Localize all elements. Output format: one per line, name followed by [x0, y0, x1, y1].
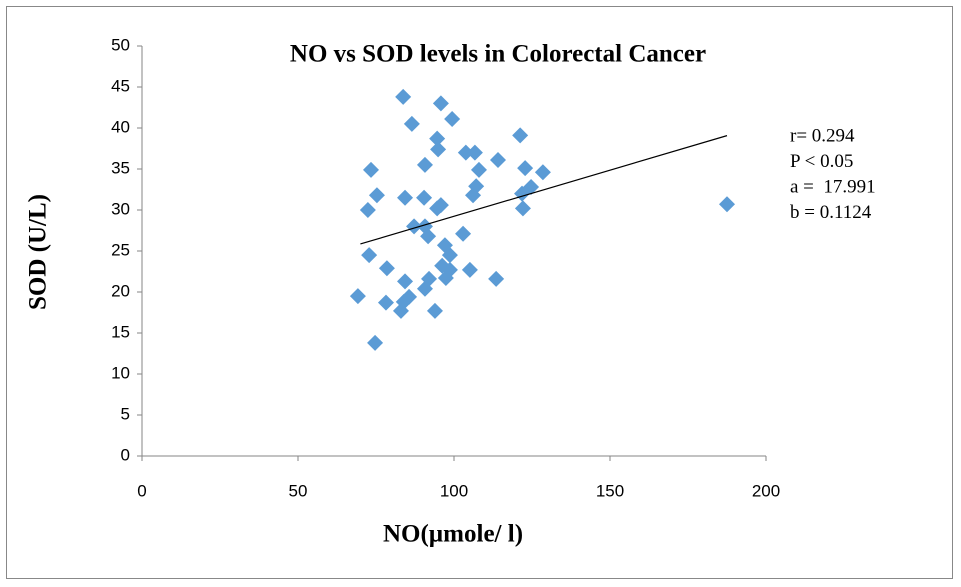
point: [368, 187, 385, 204]
annotation: a = 17.991: [790, 176, 876, 197]
point: [359, 202, 376, 218]
point: [377, 294, 394, 311]
y-tick-label: 5: [121, 404, 130, 423]
annotation: b = 0.1124: [790, 202, 872, 223]
x-axis-label: NO(µmole/ l): [383, 521, 523, 548]
point: [534, 164, 551, 181]
annotation: r= 0.294: [790, 125, 855, 146]
chart-border: [6, 6, 953, 579]
point: [444, 110, 461, 127]
point: [465, 187, 482, 204]
y-tick-label: 15: [111, 322, 130, 341]
point: [429, 130, 446, 147]
point: [517, 160, 534, 177]
point: [395, 88, 412, 105]
y-tick-label: 40: [111, 117, 130, 136]
x-tick-label: 100: [440, 481, 468, 500]
point: [514, 200, 531, 217]
y-axis-label: SOD (U/L): [25, 194, 52, 310]
point: [426, 302, 443, 319]
y-tick-label: 0: [121, 445, 130, 464]
point: [361, 247, 378, 264]
point: [416, 189, 433, 206]
point: [397, 189, 414, 206]
point: [470, 161, 487, 178]
point: [367, 334, 384, 351]
point: [397, 273, 414, 290]
y-tick-label: 50: [111, 35, 130, 54]
point: [457, 144, 474, 161]
point: [512, 127, 529, 144]
point: [437, 270, 454, 287]
point: [349, 288, 366, 305]
y-tick-label: 20: [111, 281, 130, 300]
point: [455, 225, 472, 242]
point: [488, 270, 505, 287]
point: [429, 200, 446, 217]
point: [378, 260, 395, 277]
point: [430, 141, 447, 158]
x-tick-label: 200: [752, 481, 780, 500]
y-tick-label: 25: [111, 240, 130, 259]
point: [719, 196, 735, 213]
y-tick-label: 35: [111, 158, 130, 177]
x-tick-label: 150: [596, 481, 624, 500]
point: [392, 302, 409, 319]
point: [461, 261, 478, 278]
point: [403, 115, 420, 132]
point: [420, 228, 437, 245]
point: [441, 247, 458, 264]
point: [406, 218, 423, 235]
y-tick-label: 30: [111, 199, 130, 218]
point: [466, 144, 483, 161]
annotation: P < 0.05: [790, 151, 853, 172]
x-tick-label: 50: [289, 481, 308, 500]
point: [416, 156, 433, 173]
point: [416, 280, 433, 297]
trendline: [360, 135, 728, 245]
y-tick-label: 10: [111, 363, 130, 382]
chart-title: NO vs SOD levels in Colorectal Cancer: [290, 41, 706, 68]
point: [432, 95, 449, 112]
x-tick-label: 0: [137, 481, 146, 500]
point: [489, 151, 506, 168]
y-tick-label: 45: [111, 76, 130, 95]
point: [363, 161, 380, 178]
